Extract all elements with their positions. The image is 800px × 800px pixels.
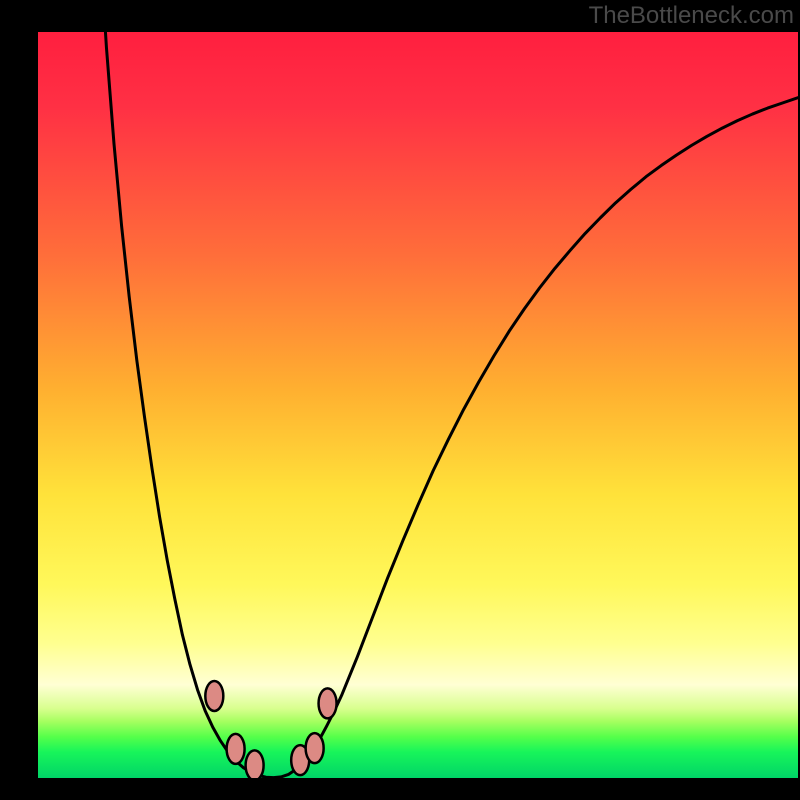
chart-gradient-area [38, 32, 798, 778]
watermark-text: TheBottleneck.com [589, 2, 794, 30]
chart-container: TheBottleneck.com [0, 0, 800, 800]
